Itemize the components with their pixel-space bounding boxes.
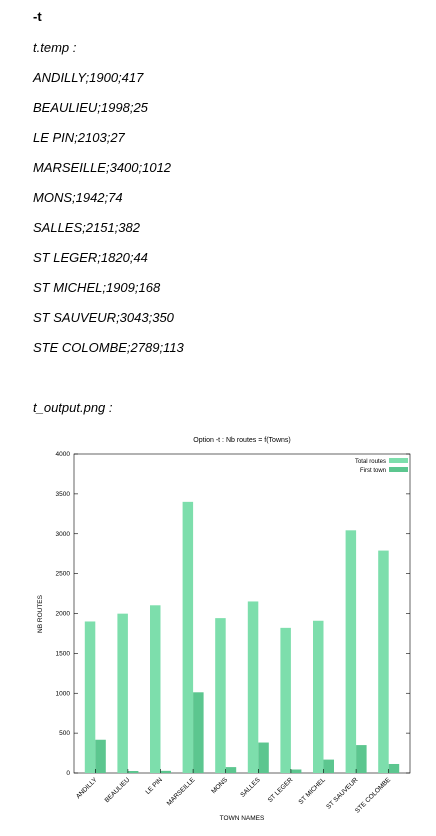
y-tick-label: 500	[59, 730, 70, 737]
x-tick-label: BEAULIEU	[104, 776, 132, 804]
y-tick-label: 2500	[56, 571, 71, 578]
bar	[280, 627, 291, 773]
x-tick-label: SALLES	[239, 776, 262, 799]
input-line: ST MICHEL;1909;168	[33, 280, 161, 295]
y-tick-label: 3000	[56, 531, 71, 538]
y-tick-label: 2000	[56, 611, 71, 618]
bar	[323, 759, 334, 773]
input-line: BEAULIEU;1998;25	[33, 100, 148, 115]
output-heading: t_output.png :	[33, 400, 113, 415]
bar	[225, 767, 237, 773]
legend: Total routes First town	[355, 458, 408, 474]
input-line: STE COLOMBE;2789;113	[33, 340, 184, 355]
bar	[182, 501, 194, 773]
legend-label-total-routes: Total routes	[355, 459, 386, 465]
input-line: ST LEGER;1820;44	[33, 250, 148, 265]
y-tick-label: 1000	[56, 690, 71, 697]
bars	[84, 501, 400, 773]
y-tick-label: 4000	[56, 451, 71, 458]
x-tick-label: MARSEILLE	[166, 776, 197, 807]
x-tick-label: MONS	[210, 776, 229, 795]
input-line: ST SAUVEUR;3043;350	[33, 310, 174, 325]
x-tick-label: ST SAUVEUR	[325, 776, 359, 810]
y-tick-label: 0	[66, 770, 70, 777]
x-tick-label: ANDILLY	[75, 776, 99, 800]
input-line: MONS;1942;74	[33, 190, 123, 205]
input-line: SALLES;2151;382	[33, 220, 140, 235]
command-flag: -t	[33, 9, 42, 24]
bar	[84, 621, 96, 773]
x-axis: ANDILLY BEAULIEU LE PIN MARSEILLE MONS SALLES…	[75, 769, 393, 815]
chart-title: Option -t : Nb routes = f(Towns)	[193, 437, 290, 444]
bar	[150, 605, 161, 773]
input-line: ANDILLY;1900;417	[33, 70, 144, 85]
x-tick-label: LE PIN	[144, 776, 164, 796]
legend-swatch-total-routes	[389, 458, 408, 463]
bar	[356, 745, 367, 773]
y-tick-label: 1500	[56, 650, 71, 657]
bar	[378, 550, 389, 773]
bar-chart: Option -t : Nb routes = f(Towns) 0 500 100…	[37, 437, 411, 822]
input-line: MARSEILLE;3400;1012	[33, 160, 172, 175]
bar	[127, 771, 139, 773]
bar	[95, 739, 106, 773]
input-line: LE PIN;2103;27	[33, 130, 125, 145]
x-tick-label: ST LEGER	[267, 776, 295, 804]
bar	[345, 530, 357, 773]
bar	[247, 601, 259, 773]
y-tick-label: 3500	[56, 491, 71, 498]
x-axis-label: TOWN NAMES	[220, 815, 265, 822]
y-axis: 0 500 1000 1500 2000 2500 3000 3500 4000	[56, 451, 410, 777]
bar	[290, 769, 302, 773]
bar	[258, 742, 269, 773]
legend-swatch-first-town	[389, 467, 408, 472]
bar	[313, 620, 324, 773]
bar	[193, 692, 204, 773]
bar	[215, 618, 226, 773]
bar	[117, 613, 128, 773]
bar	[388, 763, 400, 773]
x-tick-label: STE COLOMBE	[354, 776, 393, 815]
bar	[160, 770, 171, 773]
y-axis-label: NB ROUTES	[37, 594, 44, 633]
x-tick-label: ST MICHEL	[298, 776, 328, 806]
input-heading: t.temp :	[33, 40, 77, 55]
legend-label-first-town: First town	[360, 468, 386, 474]
